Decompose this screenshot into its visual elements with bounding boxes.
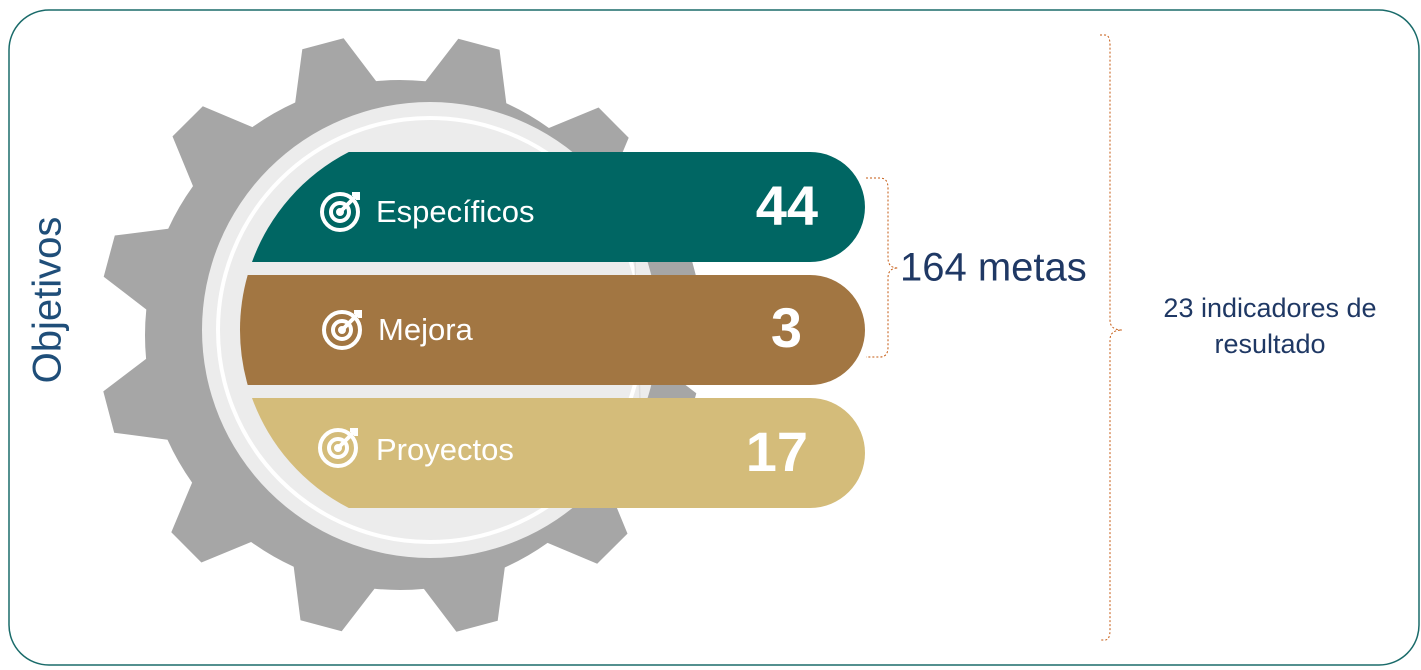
row-value: 3 [771,296,802,359]
bar-mejora [239,275,865,385]
bar-proyectos [252,398,865,508]
bar-especificos [252,152,865,262]
row-value: 17 [746,420,808,483]
side-label: Objetivos [26,217,70,384]
row-value: 44 [756,174,818,237]
brace-small [866,177,899,358]
goals-label: 164 metas [900,246,1087,290]
row-label: Mejora [378,312,474,347]
row-label: Específicos [376,194,535,229]
row-label: Proyectos [376,432,514,467]
indicators-label: 23 indicadores de resultado [1163,293,1377,359]
target-icons [318,192,362,468]
